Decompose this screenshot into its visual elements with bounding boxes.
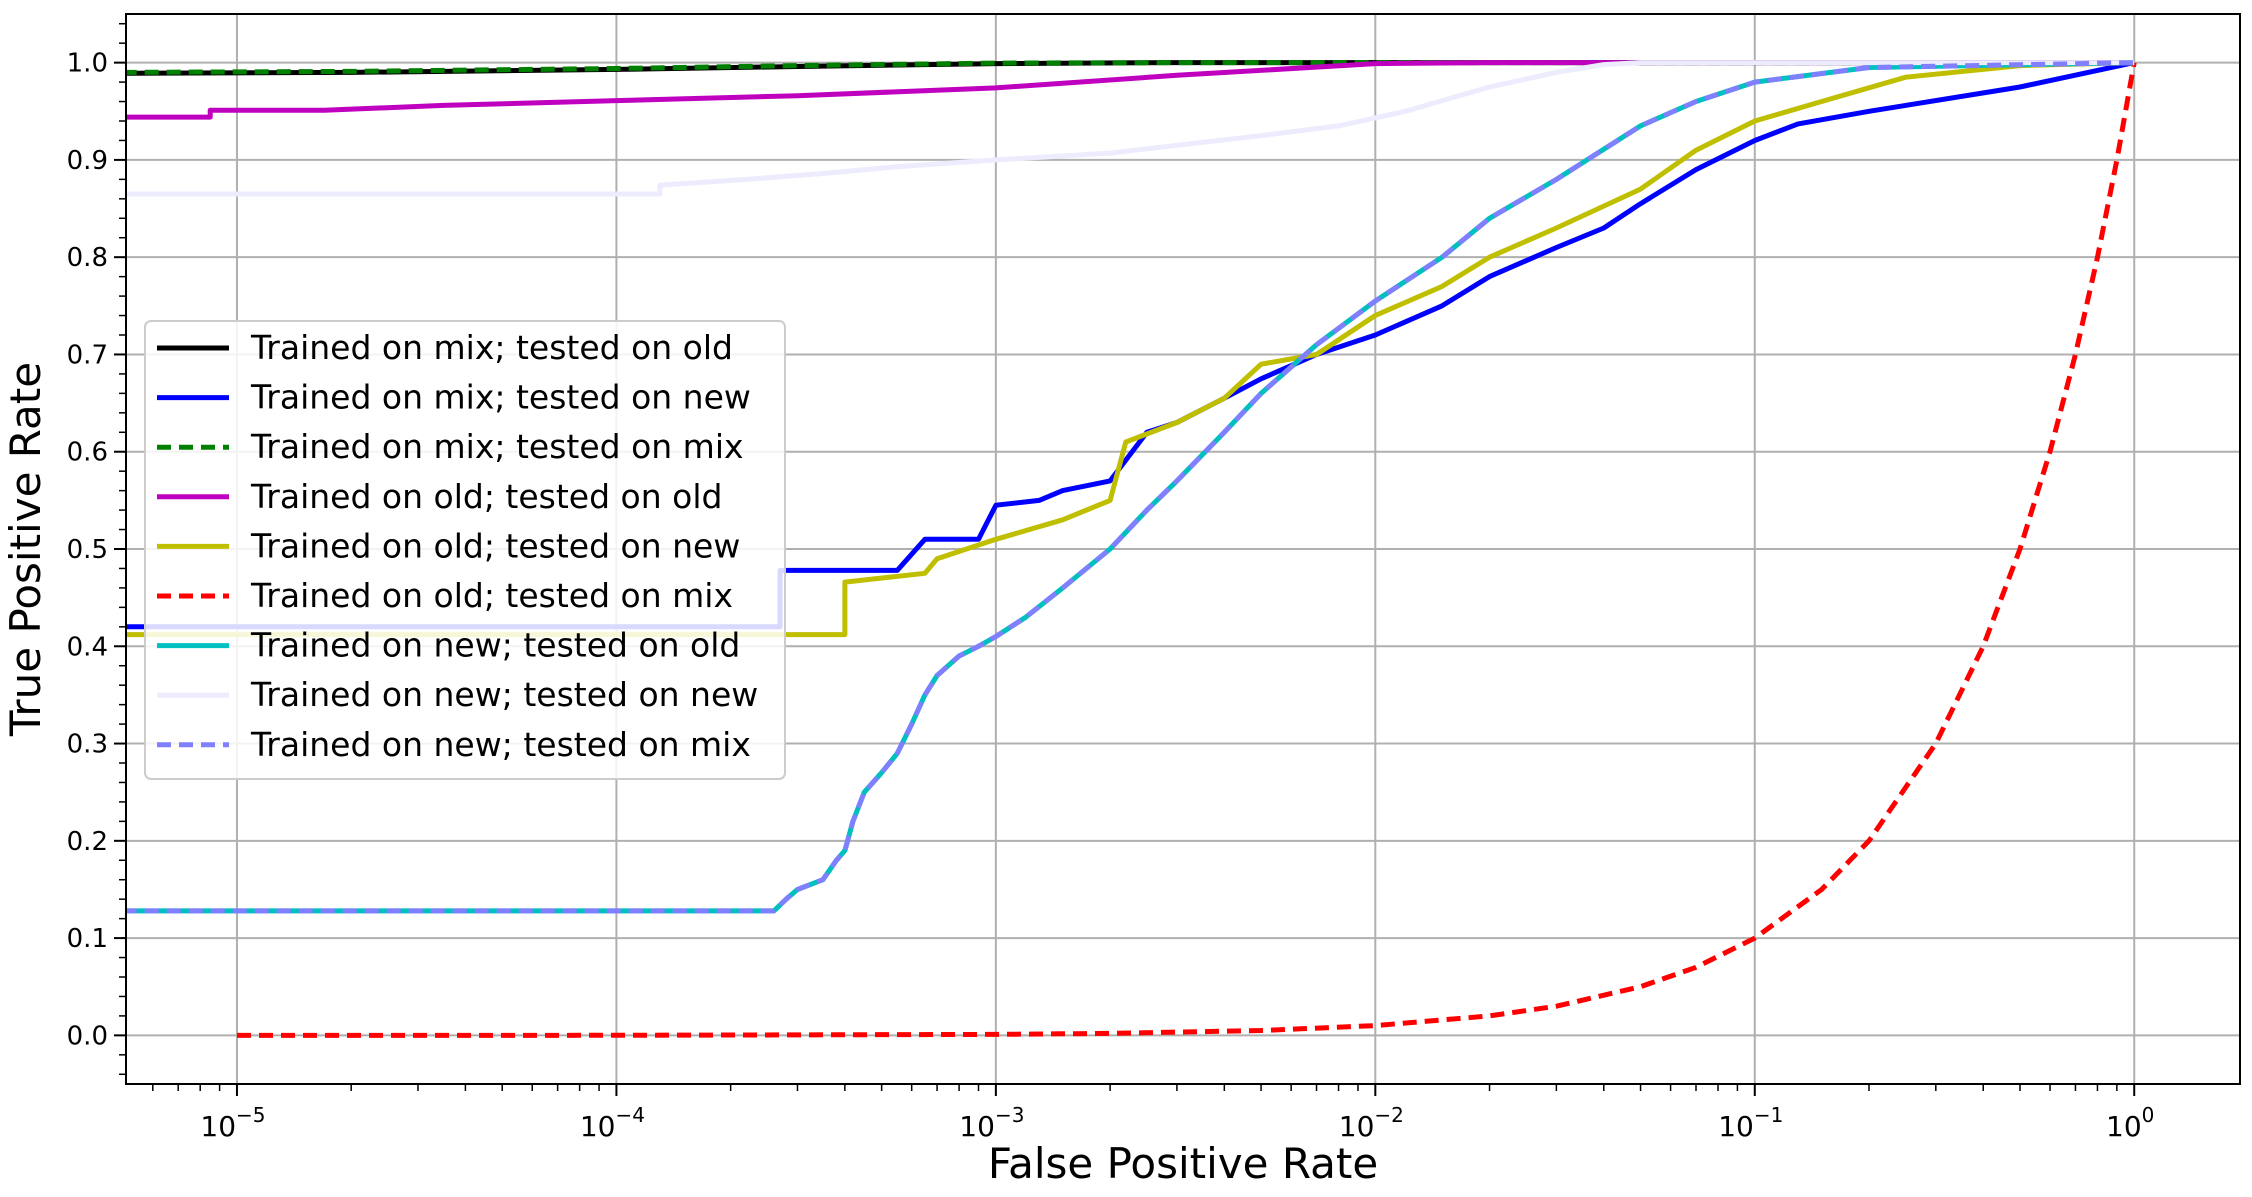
series-lines [126,60,2137,1038]
y-tick-label: 0.0 [67,1021,108,1051]
series-line-9 [126,60,2135,914]
series-line-5 [126,60,2135,638]
y-tick-label: 0.9 [67,146,108,176]
y-tick-label: 1.0 [67,49,108,79]
series-line-3 [126,60,2135,75]
legend: Trained on mix; tested on old Trained on … [144,320,786,780]
y-tick-label: 0.4 [67,632,108,662]
y-tick-label: 0.6 [67,438,108,468]
legend-label-1: Trained on mix; tested on old [250,328,733,367]
legend-label-6: Trained on old; tested on mix [250,576,733,615]
legend-label-3: Trained on mix; tested on mix [250,427,744,466]
series-line-4 [126,60,2135,120]
legend-label-8: Trained on new; tested on new [250,675,758,714]
x-axis-label: False Positive Rate [988,1139,1378,1188]
legend-label-4: Trained on old; tested on old [250,477,722,516]
y-tick-label: 0.7 [67,340,108,370]
y-axis-label: True Positive Rate [1,362,50,737]
y-tick-label: 0.2 [67,827,108,857]
legend-label-5: Trained on old; tested on new [250,526,740,565]
ticks: 10−5 10−4 10−3 10−2 10−1 100 0.0 0.1 0.2 0.3 0.4 0.… [67,22,2154,1143]
x-tick-label: 10−5 [200,1103,265,1143]
y-tick-label: 0.8 [67,243,108,273]
series-line-8 [126,60,2135,197]
y-tick-label: 0.3 [67,730,108,760]
x-tick-label: 100 [2106,1103,2154,1143]
y-tick-label: 0.1 [67,924,108,954]
series-line-2 [126,60,2135,630]
x-tick-label: 10−3 [959,1103,1024,1143]
x-tick-label: 10−2 [1339,1103,1404,1143]
legend-box [144,320,786,780]
x-tick-label: 10−4 [580,1103,645,1143]
x-tick-label: 10−1 [1718,1103,1783,1143]
legend-label-9: Trained on new; tested on mix [250,725,751,764]
series-line-6 [236,62,2137,1038]
y-tick-label: 0.5 [67,535,108,565]
legend-label-7: Trained on new; tested on old [250,626,740,665]
legend-label-2: Trained on mix; tested on new [250,378,751,417]
